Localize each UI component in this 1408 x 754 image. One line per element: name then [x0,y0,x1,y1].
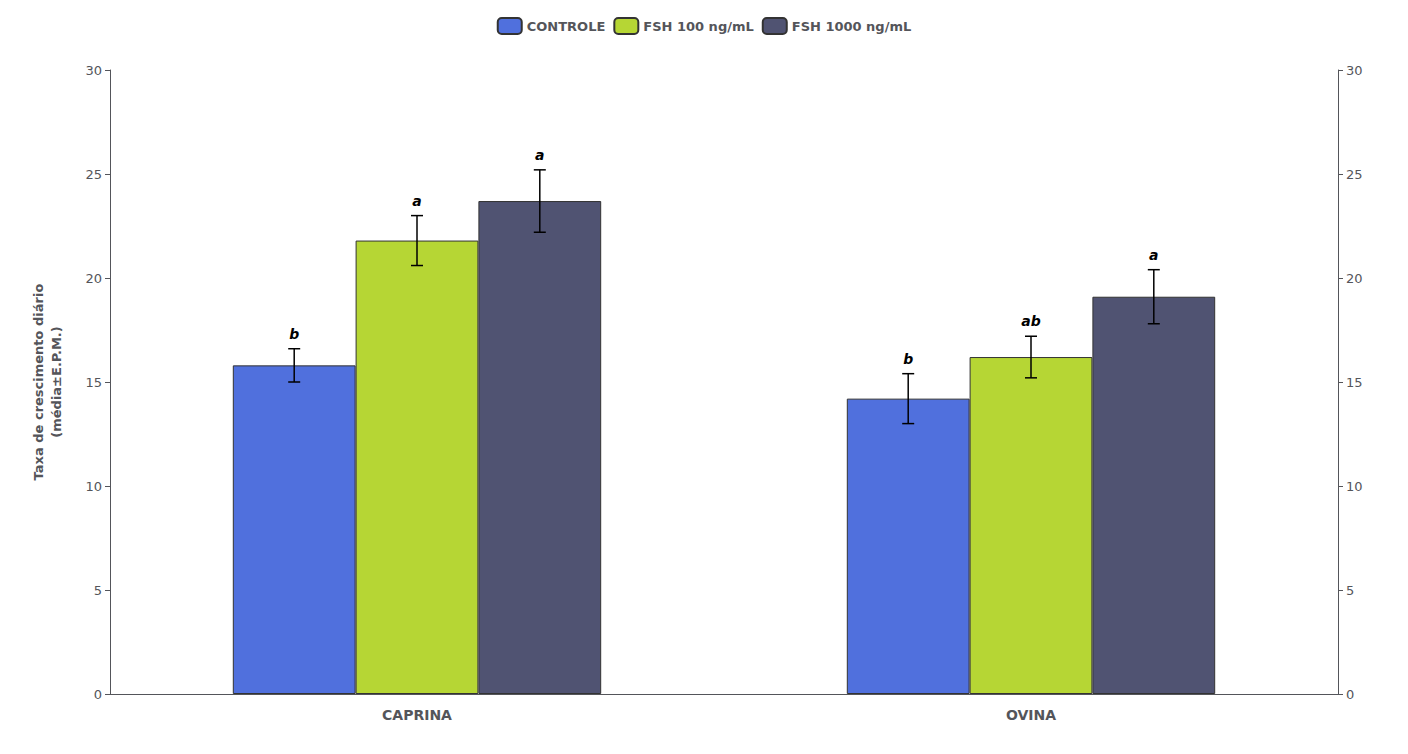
svg-text:b: b [903,351,913,367]
svg-text:15: 15 [85,375,102,390]
svg-text:15: 15 [1346,375,1363,390]
svg-text:ab: ab [1021,313,1040,329]
svg-text:20: 20 [1346,271,1363,286]
svg-text:FSH 1000 ng/mL: FSH 1000 ng/mL [792,19,912,34]
svg-text:b: b [289,326,299,342]
svg-text:CAPRINA: CAPRINA [382,707,452,723]
svg-text:30: 30 [85,63,102,78]
svg-text:30: 30 [1346,63,1363,78]
svg-text:20: 20 [85,271,102,286]
svg-text:5: 5 [94,583,102,598]
svg-text:OVINA: OVINA [1006,707,1056,723]
svg-text:10: 10 [85,479,102,494]
svg-text:10: 10 [1346,479,1363,494]
svg-text:25: 25 [1346,167,1363,182]
svg-text:0: 0 [94,687,102,702]
svg-text:25: 25 [85,167,102,182]
svg-text:(média±E.P.M.): (média±E.P.M.) [49,326,64,437]
svg-text:a: a [1149,247,1158,263]
svg-text:0: 0 [1346,687,1354,702]
svg-text:CONTROLE: CONTROLE [527,19,606,34]
svg-text:5: 5 [1346,583,1354,598]
svg-text:Taxa de crescimento diário: Taxa de crescimento diário [31,284,46,481]
svg-text:a: a [535,147,544,163]
svg-text:FSH 100 ng/mL: FSH 100 ng/mL [643,19,753,34]
svg-text:a: a [412,193,421,209]
